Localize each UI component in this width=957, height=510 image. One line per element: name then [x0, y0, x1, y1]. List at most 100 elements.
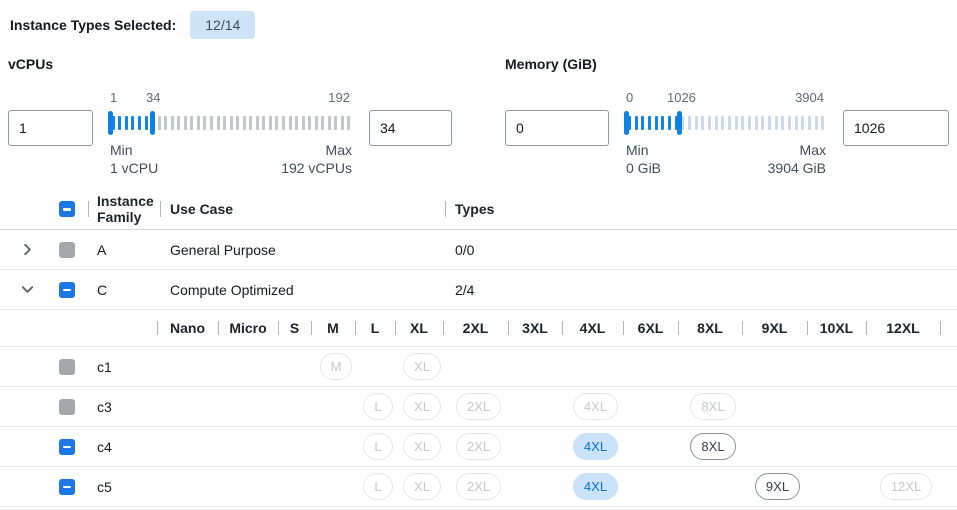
- family-row-a: A General Purpose 0/0: [0, 230, 957, 270]
- slider-max-detail: 3904 GiB: [767, 159, 826, 176]
- size-cell: [810, 467, 869, 506]
- size-column-header: 8XL: [678, 310, 742, 346]
- use-case-cell: General Purpose: [170, 241, 276, 258]
- size-cell: L: [358, 467, 398, 506]
- size-pill-4xl[interactable]: 4XL: [572, 473, 619, 500]
- row-checkbox[interactable]: [59, 281, 75, 298]
- size-cell: L: [358, 387, 398, 426]
- expand-column-header: [0, 189, 45, 229]
- slider-scale-value: 34: [146, 90, 161, 105]
- memory-max-input[interactable]: [843, 110, 949, 146]
- expand-button[interactable]: [18, 241, 36, 259]
- slider-track[interactable]: [108, 110, 352, 136]
- vcpus-label: vCPUs: [8, 56, 54, 72]
- select-all-checkbox[interactable]: [59, 201, 75, 217]
- size-cell: [281, 347, 314, 386]
- slider-tick: [339, 116, 346, 130]
- size-cell: [565, 347, 626, 386]
- size-cell: [314, 427, 358, 466]
- row-select-cell: [45, 230, 88, 269]
- slider-tick: [162, 116, 169, 130]
- vcpus-max-input[interactable]: [369, 110, 452, 146]
- size-cell: [681, 347, 745, 386]
- slider-tick: [693, 116, 700, 130]
- size-cell: 8XL: [681, 387, 745, 426]
- slider-handle-min[interactable]: [108, 111, 113, 135]
- slider-tick: [753, 116, 760, 130]
- slider-tick: [117, 116, 124, 130]
- size-header-spacer: [0, 310, 157, 346]
- slider-tick: [215, 116, 222, 130]
- row-checkbox[interactable]: [59, 438, 75, 455]
- size-pill-8xl: 8XL: [690, 393, 736, 420]
- row-checkbox[interactable]: [59, 478, 75, 495]
- size-cell: 4XL: [565, 427, 626, 466]
- size-cell: 9XL: [745, 467, 810, 506]
- size-cell: [511, 427, 565, 466]
- size-pill-2xl: 2XL: [455, 473, 502, 500]
- size-column-header: S: [278, 310, 311, 346]
- type-label-cell: c3: [97, 398, 112, 415]
- slider-tick: [169, 116, 176, 130]
- size-pill-l: L: [363, 433, 393, 460]
- slider-tick: [280, 116, 287, 130]
- size-pill-12xl: 12XL: [879, 473, 933, 500]
- size-cell: [160, 387, 221, 426]
- slider-handle-max[interactable]: [149, 111, 155, 135]
- size-cell: [221, 387, 281, 426]
- type-label-cell: c5: [97, 478, 112, 495]
- vcpus-slider: 1 34 192 Min 1 vCPU Max 192 vCPUs: [108, 90, 352, 177]
- expand-cell: [0, 347, 45, 386]
- slider-scale-min: 0: [626, 90, 634, 105]
- expand-button[interactable]: [18, 281, 36, 299]
- slider-tick: [136, 116, 143, 130]
- expand-cell: [0, 230, 45, 269]
- slider-min-detail: 0 GiB: [626, 159, 662, 176]
- slider-tick: [234, 116, 241, 130]
- size-cell: XL: [398, 467, 446, 506]
- column-header-instance-family: Instance Family: [88, 189, 160, 229]
- size-column-header: L: [355, 310, 395, 346]
- slider-tick: [819, 116, 826, 130]
- slider-track[interactable]: [624, 110, 826, 136]
- memory-min-input[interactable]: [505, 110, 609, 146]
- slider-tick: [306, 116, 313, 130]
- size-pill-4xl[interactable]: 4XL: [572, 433, 619, 460]
- slider-tick: [699, 116, 706, 130]
- slider-tick: [759, 116, 766, 130]
- expand-cell: [0, 387, 45, 426]
- size-cell: [869, 347, 943, 386]
- row-select-cell: [45, 387, 88, 426]
- slider-handle-min[interactable]: [624, 111, 629, 135]
- slider-minmax-captions: Min 0 GiB Max 3904 GiB: [626, 142, 826, 177]
- size-pill-9xl[interactable]: 9XL: [754, 473, 801, 500]
- slider-tick: [123, 116, 130, 130]
- slider-tick: [274, 116, 281, 130]
- size-cell: [681, 467, 745, 506]
- slider-handle-max[interactable]: [676, 111, 682, 135]
- slider-tick: [195, 116, 202, 130]
- size-cell: [281, 427, 314, 466]
- column-header-use-case: Use Case: [160, 189, 445, 229]
- size-cell: M: [314, 347, 358, 386]
- slider-tick: [666, 116, 673, 130]
- select-all-cell: [45, 189, 88, 229]
- size-cell: [869, 387, 943, 426]
- slider-tick: [333, 116, 340, 130]
- slider-minmax-captions: Min 1 vCPU Max 192 vCPUs: [110, 142, 352, 177]
- slider-tick: [261, 116, 268, 130]
- slider-scale-min: 1: [110, 90, 118, 105]
- vcpus-min-input[interactable]: [8, 110, 93, 146]
- size-cell: [810, 387, 869, 426]
- size-cell: [314, 387, 358, 426]
- slider-min-detail: 1 vCPU: [110, 159, 159, 176]
- slider-tick: [633, 116, 640, 130]
- slider-tick: [326, 116, 333, 130]
- size-cell: [160, 427, 221, 466]
- size-pill-8xl[interactable]: 8XL: [690, 433, 736, 460]
- expand-cell: [0, 467, 45, 506]
- type-row-c5: c5 L XL 2XL 4XL 9XL 12XL: [0, 467, 957, 507]
- row-select-cell: [45, 427, 88, 466]
- slider-tick: [779, 116, 786, 130]
- size-cell: [511, 347, 565, 386]
